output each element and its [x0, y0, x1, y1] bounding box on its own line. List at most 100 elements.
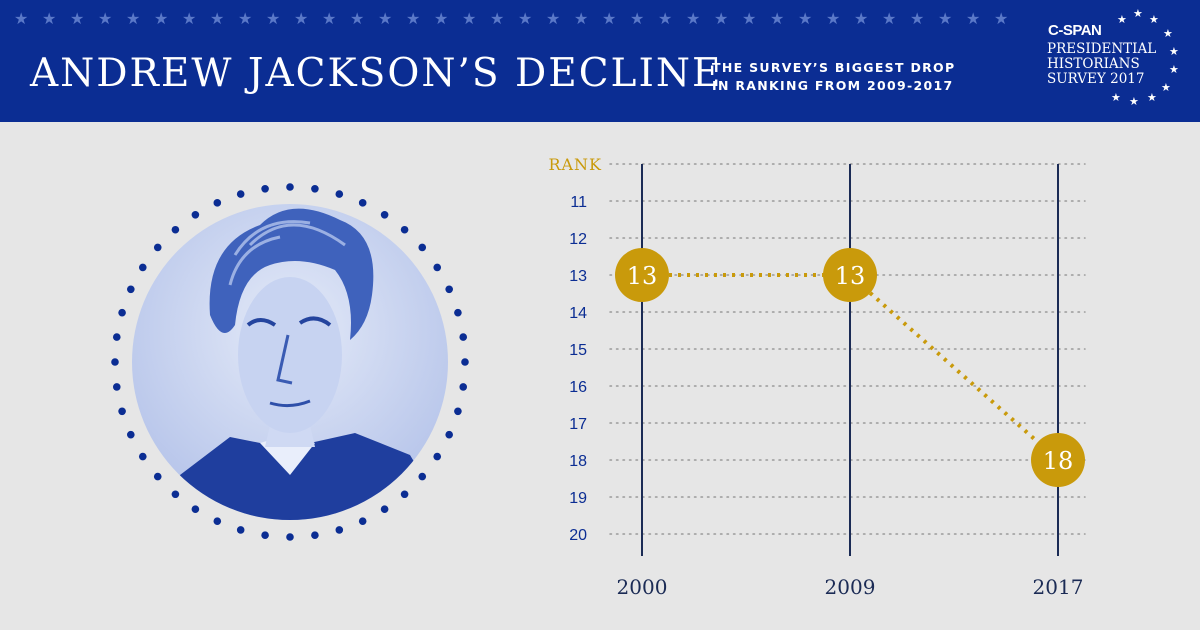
y-axis-title: RANK [548, 155, 602, 174]
y-tick-label: 16 [569, 379, 587, 396]
header-star-icon: ★ [966, 9, 981, 28]
ring-dot [311, 531, 319, 540]
ring-dot [112, 383, 121, 391]
logo-star-icon: ★ [1169, 45, 1179, 58]
ring-dot [118, 407, 126, 416]
ring-dot [261, 531, 269, 540]
y-tick-label: 15 [569, 342, 587, 359]
ring-dot [433, 452, 442, 461]
x-tick-label: 2009 [825, 575, 876, 599]
ring-dot [380, 505, 389, 514]
data-point-label: 13 [627, 262, 658, 290]
data-point [823, 248, 877, 302]
series-segment [848, 273, 1060, 462]
header-stars-row: ★ ★ ★ ★ ★ ★ ★ ★ ★ ★ ★ ★ ★ ★ ★ ★ ★ ★ ★ ★ ★ ★ ★ ★ ★ ★ ★ ★ ★ ★ ★ ★ ★ ★ ★ ★ [14, 9, 1024, 29]
header-star-icon: ★ [154, 9, 169, 28]
y-tick-label: 17 [569, 416, 587, 433]
ring-dot [445, 285, 453, 294]
y-tick-label: 11 [570, 194, 587, 211]
header-star-icon: ★ [854, 9, 869, 28]
header-star-icon: ★ [14, 9, 29, 28]
ring-dot [433, 263, 442, 272]
ring-dot [127, 430, 135, 439]
page-subtitle: THE SURVEY’S BIGGEST DROP IN RANKING FRO… [712, 59, 1012, 95]
data-point-label: 18 [1043, 447, 1074, 475]
rank-chart: 11 12 13 14 15 16 17 18 19 20 RANK 2000 2009 2017 1… [548, 155, 1086, 599]
header-star-icon: ★ [406, 9, 421, 28]
ring-dot [286, 533, 294, 541]
chart-year-lines [641, 164, 1059, 556]
logo-star-icon: ★ [1129, 95, 1139, 108]
header-star-icon: ★ [658, 9, 673, 28]
ring-dot [213, 199, 222, 207]
header-star-icon: ★ [714, 9, 729, 28]
header-star-icon: ★ [574, 9, 589, 28]
ring-dot [454, 308, 462, 317]
header-star-icon: ★ [994, 9, 1009, 28]
ring-dot [111, 358, 119, 366]
ring-dot [236, 190, 245, 198]
series-line [642, 273, 1060, 462]
header-star-icon: ★ [938, 9, 953, 28]
header-star-icon: ★ [98, 9, 113, 28]
header-star-icon: ★ [546, 9, 561, 28]
ring-dot [191, 505, 200, 514]
page-title: ANDREW JACKSON’S DECLINE [30, 51, 723, 96]
ring-dot [171, 490, 180, 499]
y-tick-label: 13 [569, 268, 587, 285]
logo-line-2: HISTORIANS [1047, 56, 1140, 72]
ring-dot [138, 263, 147, 272]
ring-dot [418, 472, 427, 481]
y-tick-label: 19 [569, 490, 587, 507]
header-star-icon: ★ [686, 9, 701, 28]
logo-star-icon: ★ [1161, 81, 1171, 94]
header-banner: ★ ★ ★ ★ ★ ★ ★ ★ ★ ★ ★ ★ ★ ★ ★ ★ ★ ★ ★ ★ ★ ★ ★ ★ ★ ★ ★ ★ ★ ★ ★ ★ ★ ★ ★ ★ AND… [0, 0, 1200, 122]
header-star-icon: ★ [882, 9, 897, 28]
logo-line-1: PRESIDENTIAL [1047, 41, 1157, 57]
ring-dot [112, 333, 121, 341]
logo-star-icon: ★ [1169, 63, 1179, 76]
ring-dot [445, 430, 453, 439]
x-tick-label: 2000 [617, 575, 668, 599]
ring-dot [461, 358, 469, 366]
logo-star-icon: ★ [1117, 13, 1127, 26]
ring-dot [127, 285, 135, 294]
cspan-survey-logo: ★ ★ ★ ★ ★ ★ ★ ★ ★ ★ C-SPAN PRESIDENTIAL … [1035, 8, 1190, 120]
cspan-wordmark: C-SPAN [1048, 22, 1102, 39]
ring-dot [400, 225, 409, 234]
ring-dot [171, 225, 180, 234]
ring-dot [358, 517, 367, 525]
subtitle-line-2: IN RANKING FROM 2009-2017 [712, 78, 954, 93]
header-star-icon: ★ [602, 9, 617, 28]
header-star-icon: ★ [238, 9, 253, 28]
ring-dot [153, 243, 162, 252]
x-tick-label: 2017 [1033, 575, 1084, 599]
ring-dot [118, 308, 126, 317]
header-star-icon: ★ [322, 9, 337, 28]
logo-star-icon: ★ [1111, 91, 1121, 104]
chart-gridlines [609, 163, 1086, 535]
ring-dot [153, 472, 162, 481]
chart-x-tick-labels: 2000 2009 2017 [617, 575, 1084, 599]
logo-star-icon: ★ [1149, 13, 1159, 26]
dot-ring [111, 183, 469, 541]
ring-dot [459, 333, 468, 341]
ring-dot [286, 183, 294, 191]
logo-line-3: SURVEY 2017 [1047, 71, 1145, 87]
y-tick-label: 20 [569, 527, 587, 544]
header-star-icon: ★ [770, 9, 785, 28]
logo-star-icon: ★ [1163, 27, 1173, 40]
ring-dot [236, 526, 245, 534]
series-points: 13 13 18 [615, 248, 1085, 487]
header-star-icon: ★ [378, 9, 393, 28]
ring-dot [335, 190, 344, 198]
andrew-jackson-portrait [111, 183, 469, 541]
ring-dot [261, 184, 269, 193]
header-star-icon: ★ [434, 9, 449, 28]
logo-star-icon: ★ [1133, 7, 1143, 20]
y-tick-label: 18 [569, 453, 587, 470]
header-star-icon: ★ [210, 9, 225, 28]
ring-dot [459, 383, 468, 391]
y-tick-label: 14 [569, 305, 587, 322]
header-star-icon: ★ [462, 9, 477, 28]
